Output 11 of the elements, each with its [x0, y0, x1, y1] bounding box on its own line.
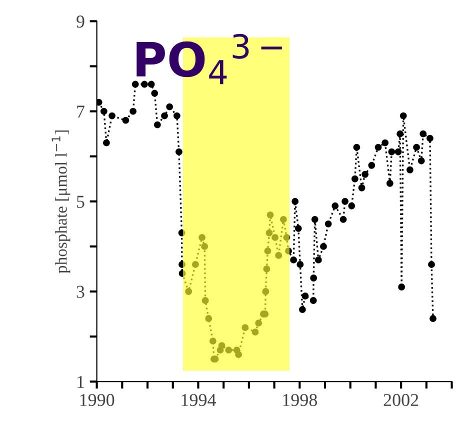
y-tick-label: 9 [76, 16, 84, 28]
x-tick-label: 1990 [80, 394, 114, 406]
y-tick-label: 7 [77, 106, 84, 118]
y-tick-label: 5 [77, 196, 84, 208]
y-axis-title: phosphate [μmol l$^{−1}$] [52, 130, 70, 274]
chart-title: PO$_{4}$$^{3−}$ [136, 34, 282, 84]
x-tick-label: 2002 [384, 394, 418, 406]
y-tick-label: 3 [76, 286, 84, 298]
y-tick-label: 1 [78, 376, 84, 388]
x-tick-label: 1994 [182, 394, 216, 406]
x-tick-label: 1998 [283, 394, 318, 406]
